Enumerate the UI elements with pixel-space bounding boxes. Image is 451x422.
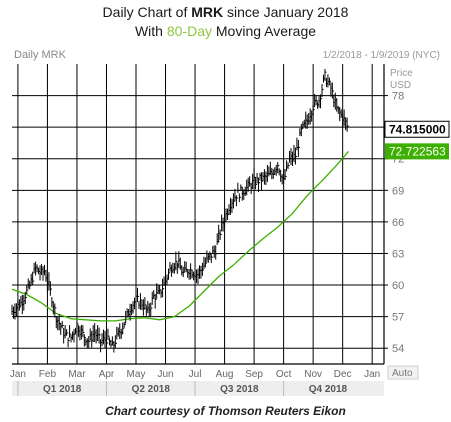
ma-line	[11, 150, 350, 322]
y-tick-label: 54	[392, 343, 404, 355]
axes-layer	[12, 64, 419, 396]
auto-scale-label: Auto	[392, 368, 413, 379]
y-tick-label: 66	[392, 217, 404, 229]
chart-label: Daily MRK	[14, 49, 67, 61]
quarter-label: Q3 2018	[220, 384, 259, 395]
auto-scale-button	[387, 365, 419, 380]
x-month-label: Jun	[157, 369, 173, 380]
ma-period-label: 80-Day	[166, 23, 212, 39]
chart-credit: Chart courtesy of Thomson Reuters Eikon	[105, 404, 346, 418]
x-month-label: Nov	[304, 369, 322, 380]
x-month-label: Feb	[39, 369, 57, 380]
last-ma-tag	[385, 143, 449, 160]
moving-average-layer	[11, 150, 350, 322]
x-month-label: Jan	[364, 369, 380, 380]
price-chart: Daily MRK 1/2/2018 - 1/9/2019 (NYC) PriceU…	[10, 49, 450, 396]
x-month-label: Mar	[68, 369, 86, 380]
x-month-label: Jul	[189, 369, 202, 380]
chart-title-line-1: Daily Chart of MRK since January 2018	[102, 4, 349, 20]
labels-layer: Daily MRK 1/2/2018 - 1/9/2019 (NYC) PriceU…	[10, 49, 450, 395]
quarter-label: Q4 2018	[309, 384, 348, 395]
date-range-label: 1/2/2018 - 1/9/2019 (NYC)	[323, 50, 440, 61]
y-tick-label: 78	[392, 91, 404, 103]
y-axis-title: USD	[390, 80, 411, 91]
y-tick-label: 57	[392, 312, 404, 324]
x-month-label: Aug	[216, 369, 234, 380]
y-axis-title: Price	[390, 68, 413, 79]
y-tick-label: 60	[392, 280, 404, 292]
ticker-symbol: MRK	[191, 4, 224, 20]
x-month-label: May	[127, 369, 146, 380]
x-month-label: Oct	[276, 369, 292, 380]
x-month-label: Sep	[245, 369, 263, 380]
chart-title-line-2: With 80-Day Moving Average	[134, 23, 317, 39]
price-bars-layer	[11, 68, 349, 353]
quarter-label: Q2 2018	[132, 384, 171, 395]
chart-gridlines	[12, 64, 384, 364]
last-price-value: 74.815000	[389, 122, 446, 136]
last-ma-value: 72.722563	[389, 144, 446, 158]
quarter-label: Q1 2018	[43, 384, 82, 395]
x-month-label: Apr	[99, 369, 115, 380]
x-month-label: Dec	[334, 369, 352, 380]
quarter-band	[12, 381, 384, 396]
x-month-label: Jan	[10, 369, 26, 380]
y-tick-label: 69	[392, 185, 404, 197]
y-tick-label: 63	[392, 248, 404, 260]
last-price-tag	[384, 120, 450, 138]
